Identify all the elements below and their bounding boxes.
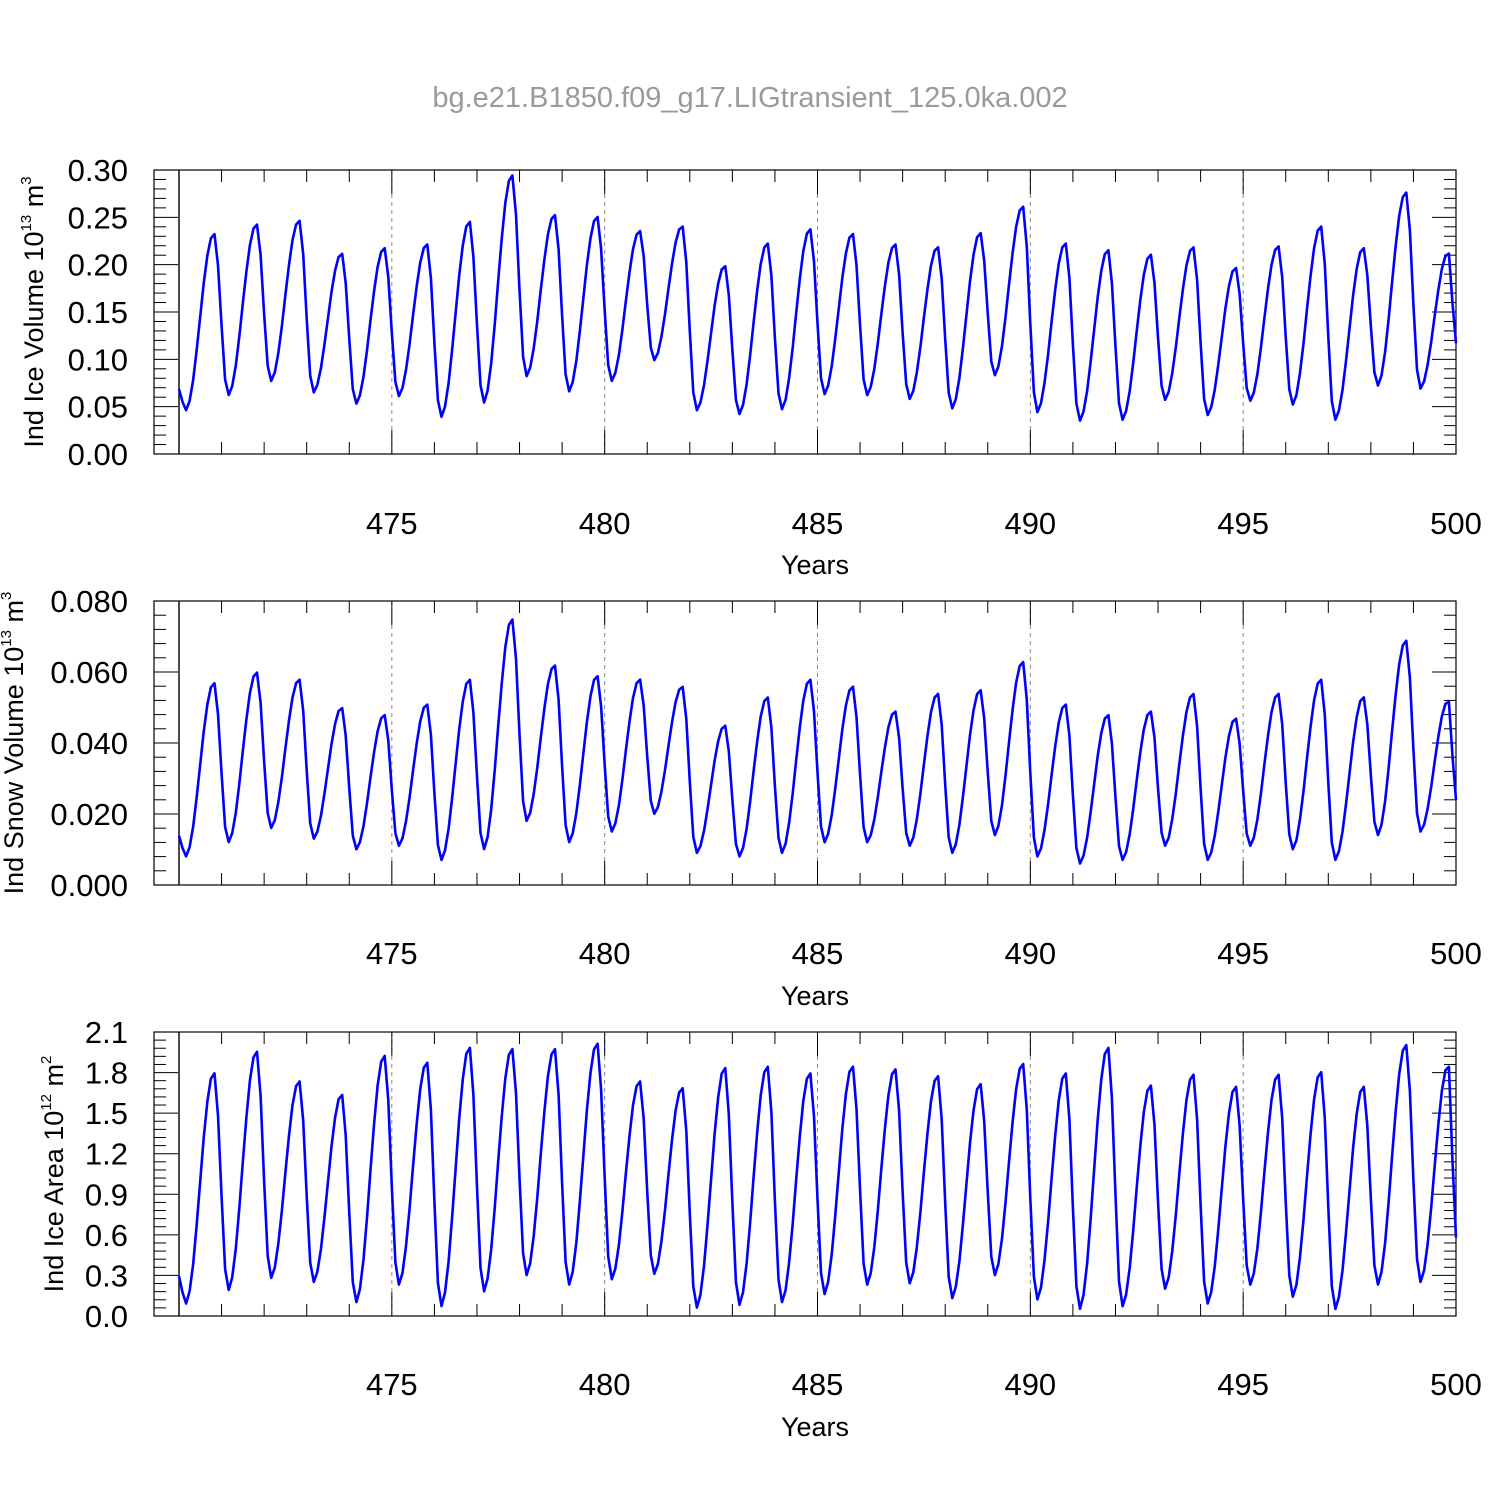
y-tick-label: 0.040 bbox=[50, 726, 128, 761]
x-tick-label: 480 bbox=[579, 936, 631, 971]
series-line-ice-area bbox=[177, 1042, 1458, 1311]
y-tick-label: 0.0 bbox=[85, 1299, 128, 1334]
figure-title: bg.e21.B1850.f09_g17.LIGtransient_125.0k… bbox=[432, 82, 1067, 114]
x-tick-label: 495 bbox=[1217, 506, 1269, 541]
y-tick-label: 0.9 bbox=[85, 1177, 128, 1212]
y-tick-label: 1.2 bbox=[85, 1137, 128, 1172]
x-axis-label: Years bbox=[781, 1412, 849, 1442]
x-tick-label: 480 bbox=[579, 506, 631, 541]
y-tick-label: 0.25 bbox=[68, 200, 128, 235]
y-tick-label: 0.000 bbox=[50, 868, 128, 903]
panel-snow-volume: 0.000 0.020 0.040 0.060 0.080 475 480 485 490 495… bbox=[0, 584, 1482, 1011]
x-tick-label: 495 bbox=[1217, 1367, 1269, 1402]
x-tick-label: 495 bbox=[1217, 936, 1269, 971]
y-tick-label: 0.6 bbox=[85, 1218, 128, 1253]
y-tick-label: 0.05 bbox=[68, 390, 128, 425]
y-axis-label: Ind Snow Volume 1013 m3 bbox=[0, 592, 29, 895]
plot-frame bbox=[153, 169, 1457, 455]
y-tick-label: 0.080 bbox=[50, 584, 128, 619]
y-tick-label: 0.30 bbox=[68, 153, 128, 188]
panel-ice-area: 0.0 0.3 0.6 0.9 1.2 1.5 1.8 2.1 475 480 485 490 495 5… bbox=[38, 1015, 1482, 1442]
x-tick-label: 490 bbox=[1004, 506, 1056, 541]
x-tick-label: 500 bbox=[1430, 936, 1482, 971]
x-tick-label: 500 bbox=[1430, 506, 1482, 541]
y-tick-label: 1.5 bbox=[85, 1096, 128, 1131]
x-tick-label: 490 bbox=[1004, 936, 1056, 971]
x-tick-label: 475 bbox=[366, 936, 418, 971]
x-tick-label: 485 bbox=[792, 506, 844, 541]
x-tick-label: 475 bbox=[366, 506, 418, 541]
plot-frame bbox=[153, 1031, 1457, 1317]
y-tick-label: 0.15 bbox=[68, 295, 128, 330]
x-tick-label: 485 bbox=[792, 1367, 844, 1402]
y-axis-label: Ind Ice Area 1012 m2 bbox=[38, 1056, 69, 1293]
x-tick-label: 490 bbox=[1004, 1367, 1056, 1402]
x-tick-label: 500 bbox=[1430, 1367, 1482, 1402]
x-tick-label: 485 bbox=[792, 936, 844, 971]
x-tick-label: 480 bbox=[579, 1367, 631, 1402]
y-axis-label: Ind Ice Volume 1013 m3 bbox=[18, 176, 49, 447]
y-tick-label: 0.060 bbox=[50, 655, 128, 690]
y-tick-label: 0.3 bbox=[85, 1258, 128, 1293]
x-tick-label: 475 bbox=[366, 1367, 418, 1402]
y-tick-label: 0.020 bbox=[50, 797, 128, 832]
panel-ice-volume: 0.00 0.05 0.10 0.15 0.20 0.25 0.30 475 480 485 490… bbox=[18, 153, 1482, 580]
y-tick-label: 0.20 bbox=[68, 248, 128, 283]
series-line-snow-volume bbox=[177, 618, 1458, 865]
y-tick-label: 2.1 bbox=[85, 1015, 128, 1050]
x-axis-label: Years bbox=[781, 981, 849, 1011]
y-tick-label: 1.8 bbox=[85, 1056, 128, 1091]
y-tick-label: 0.10 bbox=[68, 342, 128, 377]
plot-frame bbox=[153, 600, 1457, 886]
x-axis-label: Years bbox=[781, 550, 849, 580]
series-line-ice-volume bbox=[177, 174, 1458, 422]
y-tick-label: 0.00 bbox=[68, 437, 128, 472]
